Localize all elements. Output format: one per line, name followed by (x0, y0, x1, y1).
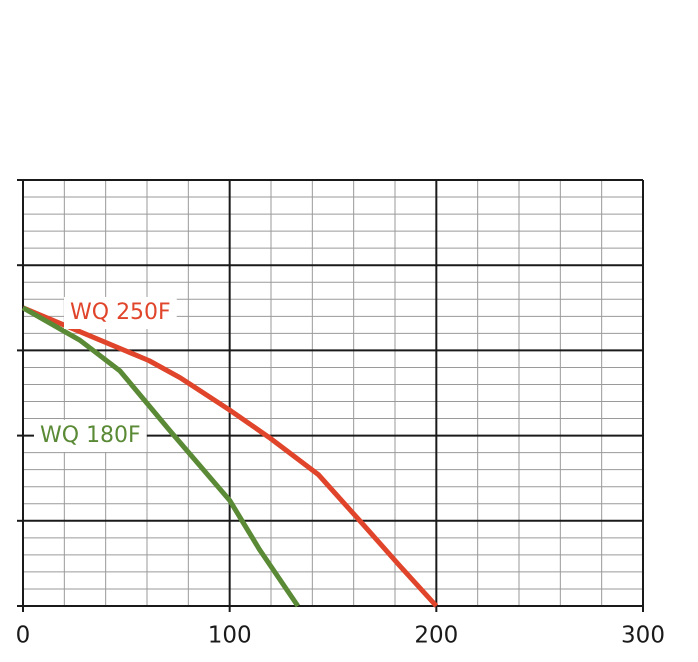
series-label: WQ 180F (40, 423, 141, 448)
x-tick-label: 300 (621, 623, 665, 649)
x-tick-label: 200 (414, 623, 458, 649)
label-background (64, 297, 177, 329)
label-background (34, 420, 147, 452)
series-label: WQ 250F (70, 300, 171, 325)
curve (21, 305, 300, 608)
curve (22, 305, 439, 608)
x-tick-label: 0 (16, 623, 31, 649)
x-tick-label: 100 (208, 623, 252, 649)
